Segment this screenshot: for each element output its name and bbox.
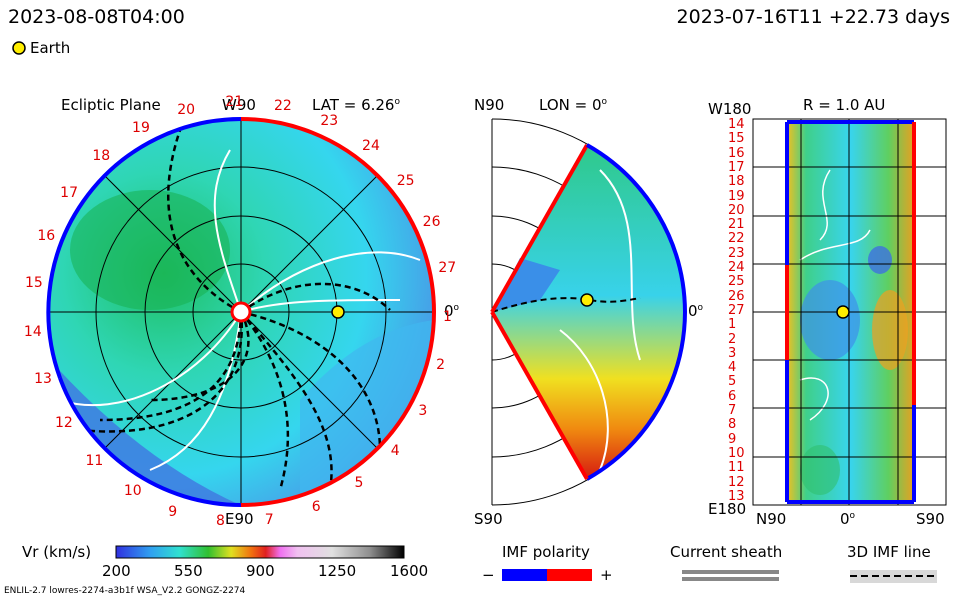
rim-number: 27: [438, 260, 457, 277]
synoptic-row-label: 26: [728, 288, 745, 304]
sun-marker: [230, 301, 252, 323]
synoptic-row-label: 27: [728, 302, 745, 318]
rim-number: 1: [442, 308, 452, 325]
rim-number: 8: [216, 513, 225, 530]
synoptic-row-label: 22: [728, 231, 745, 247]
meridional-lon-label: LON = 0o: [539, 96, 608, 114]
ecliptic-bottom-label: E90: [225, 510, 254, 528]
colorbar-tick-label: 1250: [318, 562, 357, 580]
synoptic-x-left-label: N90: [756, 510, 787, 528]
imf-negative-swatch: [502, 569, 547, 581]
synoptic-row-label: 8: [728, 417, 737, 433]
synoptic-row-label: 18: [728, 174, 745, 190]
meridional-panel: [490, 118, 687, 506]
synoptic-row-label: 1: [728, 317, 737, 333]
meridional-bottom-label: S90: [474, 510, 503, 528]
ecliptic-top-label: W90: [222, 96, 256, 114]
rim-number: 18: [92, 148, 111, 165]
rim-number: 14: [23, 323, 42, 340]
synoptic-row-label: 10: [728, 445, 745, 461]
synoptic-row-label: 6: [728, 388, 737, 404]
rim-number: 2: [436, 357, 446, 374]
ecliptic-lat-label: LAT = 6.26o: [312, 96, 400, 114]
colorbar-tick-label: 200: [102, 562, 131, 580]
rim-number: 9: [168, 503, 178, 520]
imf-minus-label: −: [482, 566, 495, 584]
synoptic-row-label: 16: [728, 145, 745, 161]
earth-marker-meridional: [580, 293, 594, 307]
synoptic-row-label: 5: [728, 374, 737, 390]
imf-plus-label: +: [600, 566, 613, 584]
synoptic-top-left-label: W180: [708, 100, 752, 118]
ecliptic-right-label: 0o: [444, 302, 460, 320]
rim-number: 6: [311, 498, 321, 515]
colorbar-tick-label: 900: [246, 562, 275, 580]
imf-line-title: 3D IMF line: [847, 543, 931, 561]
synoptic-row-label: 2: [728, 331, 737, 347]
rim-number: 16: [37, 227, 56, 244]
synoptic-row-label: 11: [728, 460, 745, 476]
rim-number: 21: [225, 94, 244, 111]
synoptic-r-label: R = 1.0 AU: [803, 96, 886, 114]
rim-number: 22: [274, 98, 292, 115]
rim-number: 3: [418, 402, 428, 419]
rim-number: 4: [390, 442, 400, 459]
rim-number: 23: [320, 113, 339, 130]
earth-legend-label: Earth: [30, 39, 71, 57]
current-sheath-swatch: [682, 570, 779, 581]
meridional-top-label: N90: [474, 96, 505, 114]
colorbar-tick-label: 1600: [390, 562, 429, 580]
imf-polarity-title: IMF polarity: [502, 543, 590, 561]
synoptic-row-label: 25: [728, 274, 745, 290]
synoptic-row-label: 23: [728, 245, 745, 261]
synoptic-row-label: 21: [728, 217, 745, 233]
rim-number: 26: [422, 213, 441, 230]
synoptic-row-label: 20: [728, 202, 745, 218]
rim-number: 20: [177, 101, 196, 118]
rim-number: 15: [25, 274, 43, 291]
earth-marker-ecliptic: [331, 305, 345, 319]
rim-number: 19: [132, 119, 150, 136]
rim-number: 10: [123, 483, 142, 500]
synoptic-row-label: 17: [728, 159, 745, 175]
synoptic-bottom-left-label: E180: [708, 500, 747, 518]
ecliptic-panel: [46, 117, 436, 507]
rim-number: 7: [264, 511, 274, 528]
rim-number: 24: [362, 138, 380, 155]
rim-number: 11: [85, 453, 104, 470]
meridional-right-label: 0o: [688, 302, 704, 320]
model-footer-text: ENLIL-2.7 lowres-2274-a3b1f WSA_V2.2 GON…: [4, 586, 246, 596]
synoptic-row-label: 12: [728, 474, 745, 490]
synoptic-row-label: 13: [728, 488, 745, 504]
colorbar-label: Vr (km/s): [22, 543, 92, 561]
right-timestamp: 2023-07-16T11 +22.73 days: [676, 6, 950, 28]
left-timestamp: 2023-08-08T04:00: [8, 6, 185, 28]
rim-number: 25: [396, 172, 415, 189]
velocity-colorbar: [115, 545, 405, 559]
synoptic-x-right-label: S90: [916, 510, 945, 528]
rim-number: 5: [354, 475, 364, 492]
earth-legend-marker: [12, 41, 26, 55]
earth-marker-synoptic: [836, 305, 850, 319]
imf-line-swatch: [850, 570, 937, 583]
rim-number: 17: [60, 184, 78, 201]
synoptic-row-label: 19: [728, 188, 745, 204]
synoptic-row-label: 7: [728, 403, 737, 418]
synoptic-row-label: 15: [728, 131, 745, 147]
imf-positive-swatch: [547, 569, 592, 581]
rim-number: 13: [34, 371, 52, 388]
ecliptic-title: Ecliptic Plane: [61, 96, 161, 114]
synoptic-row-label: 4: [728, 360, 737, 376]
synoptic-row-label: 9: [728, 431, 737, 447]
synoptic-row-label: 24: [728, 260, 745, 275]
current-sheath-title: Current sheath: [670, 543, 783, 561]
meridional-wedge: [492, 145, 684, 479]
synoptic-panel: [752, 118, 947, 506]
rim-number: 12: [54, 415, 73, 432]
synoptic-row-label: 14: [728, 117, 745, 132]
colorbar-tick-label: 550: [174, 562, 203, 580]
synoptic-x-mid-label: 0o: [840, 510, 856, 528]
synoptic-row-label: 3: [728, 345, 737, 361]
